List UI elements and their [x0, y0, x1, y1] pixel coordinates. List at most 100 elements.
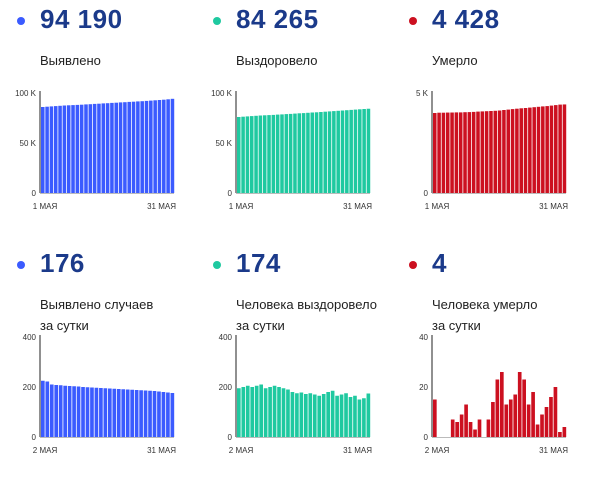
bar: [53, 106, 58, 193]
bar: [510, 109, 515, 193]
bar: [562, 104, 567, 193]
y-tick-label: 0: [228, 189, 233, 198]
label-line-2: за сутки: [432, 318, 481, 333]
bar: [454, 112, 459, 193]
bar: [528, 107, 532, 193]
total-cases-label: Выявлено: [40, 50, 101, 71]
bar: [271, 114, 276, 193]
bar: [268, 387, 272, 437]
bar: [301, 113, 306, 193]
bar: [116, 389, 121, 437]
bar: [161, 392, 166, 437]
bar: [517, 372, 522, 437]
bar: [304, 394, 308, 437]
bar: [152, 391, 157, 437]
bar: [281, 388, 286, 437]
x-tick-label: 31 МАЯ: [539, 446, 568, 455]
bar: [493, 110, 498, 193]
bar: [477, 419, 482, 437]
bar: [136, 101, 140, 193]
bar: [317, 395, 322, 437]
bar: [101, 103, 106, 193]
bar: [123, 102, 127, 193]
bar: [149, 100, 153, 193]
x-tick-label: 31 МАЯ: [343, 202, 372, 211]
bar: [497, 110, 502, 193]
bar: [495, 379, 500, 437]
bar: [513, 394, 518, 437]
bar: [332, 111, 336, 193]
bar: [76, 386, 81, 437]
bar: [489, 111, 493, 193]
bar: [450, 112, 454, 193]
bar: [297, 113, 302, 193]
bar: [170, 98, 175, 193]
bar: [358, 109, 362, 193]
bar: [522, 379, 526, 437]
bar: [353, 395, 357, 437]
bar: [72, 386, 76, 437]
bar: [366, 393, 371, 437]
bar: [508, 399, 513, 437]
bar: [471, 111, 476, 193]
bar: [237, 117, 241, 193]
daily-recovered-value: 174: [236, 248, 281, 278]
bar: [544, 407, 549, 437]
bar: [310, 112, 315, 193]
bar: [437, 112, 441, 193]
bar: [476, 111, 480, 193]
bar: [450, 419, 455, 437]
bar: [75, 104, 80, 193]
bar: [63, 385, 67, 437]
bar: [84, 104, 88, 193]
bar: [321, 394, 326, 437]
bar: [166, 99, 170, 193]
bar: [127, 101, 131, 193]
bar: [348, 397, 353, 437]
green-dot-icon: [213, 17, 221, 25]
bar: [562, 427, 567, 437]
bar: [459, 414, 464, 437]
bar: [275, 114, 280, 193]
bar: [41, 380, 45, 437]
y-tick-label: 20: [419, 383, 428, 392]
bar: [314, 112, 319, 193]
daily-deaths-chart: 40 20 0 2 МАЯ 31 МАЯ: [419, 333, 568, 455]
bar: [114, 102, 119, 193]
y-tick-label: 0: [424, 433, 429, 442]
bar: [433, 113, 437, 193]
total-deaths-value: 4 428: [432, 4, 500, 34]
x-tick-label: 2 МАЯ: [229, 446, 254, 455]
label-line-1: Человека умерло: [432, 297, 538, 312]
y-tick-label: 0: [228, 433, 233, 442]
bar: [288, 113, 293, 193]
x-tick-label: 1 МАЯ: [425, 202, 450, 211]
bar: [445, 112, 450, 193]
y-tick-label: 100 K: [15, 89, 37, 98]
bar: [157, 100, 162, 193]
bar: [97, 103, 101, 193]
bar: [536, 106, 541, 193]
bar: [92, 103, 97, 193]
daily-deaths-value: 4: [432, 248, 447, 278]
bar: [531, 392, 535, 437]
y-tick-label: 50 K: [216, 139, 233, 148]
bar: [131, 101, 136, 193]
bar: [340, 110, 345, 193]
x-tick-label: 31 МАЯ: [539, 202, 568, 211]
panel-total-recovered: 84 265 Выздоровело 100 K 50 K 0 1 МАЯ 31 МАЯ: [196, 0, 396, 243]
bar: [49, 106, 54, 193]
bar: [523, 108, 528, 193]
bar: [58, 385, 63, 437]
total-deaths-chart: 5 K 0 1 МАЯ 31 МАЯ: [416, 89, 568, 211]
bar: [148, 390, 152, 437]
daily-cases-chart: 400 200 0 2 МАЯ 31 МАЯ: [23, 333, 177, 455]
bar: [263, 388, 268, 437]
panel-daily-deaths: 4 Человека умерло за сутки 40 20 0 2 МАЯ 31 …: [392, 244, 592, 487]
bar: [88, 104, 93, 193]
total-deaths-label: Умерло: [432, 50, 478, 71]
bar: [277, 387, 281, 437]
bar: [491, 402, 495, 437]
panel-daily-cases: 176 Выявлено случаев за сутки 400 200 0 2 М…: [0, 244, 200, 487]
bar: [500, 372, 504, 437]
